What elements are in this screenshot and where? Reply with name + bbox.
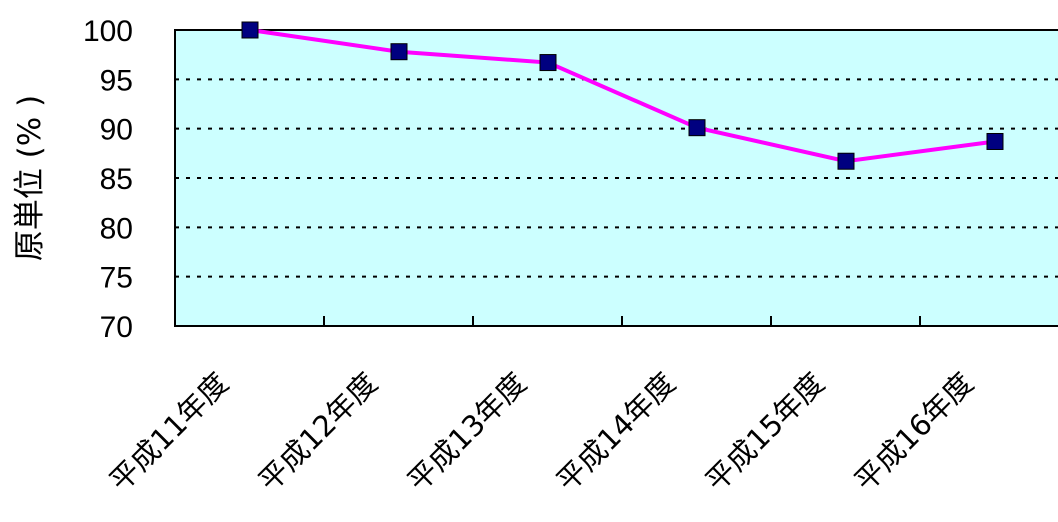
y-tick-label: 75 <box>100 262 133 295</box>
y-tick-label: 80 <box>100 212 133 245</box>
data-point-marker <box>539 54 557 72</box>
x-tick-label: 平成16年度 <box>848 366 980 498</box>
data-point-marker <box>688 119 706 137</box>
x-axis-tick-labels: 平成11年度 平成12年度 平成13年度 平成14年度 平成15年度 平成16年度 <box>103 366 980 498</box>
data-point-marker <box>241 21 259 39</box>
y-axis-label: 原単位 (% ) <box>12 95 48 261</box>
data-point-marker <box>986 132 1004 150</box>
x-axis-ticks <box>323 316 921 326</box>
series-line <box>249 28 996 164</box>
x-tick-label: 平成15年度 <box>699 366 831 498</box>
x-tick-label: 平成13年度 <box>401 366 533 498</box>
x-tick-label: 平成11年度 <box>103 366 235 498</box>
y-tick-label: 100 <box>83 15 133 48</box>
grid-lines <box>175 29 1058 327</box>
data-markers <box>241 21 1004 170</box>
y-axis-tick-labels: 100 95 90 85 80 75 70 <box>83 15 133 344</box>
data-point-marker <box>837 152 855 170</box>
y-tick-label: 95 <box>100 64 133 97</box>
y-tick-label: 85 <box>100 163 133 196</box>
y-tick-label: 90 <box>100 114 133 147</box>
y-tick-label: 70 <box>100 311 133 344</box>
data-point-marker <box>390 43 408 61</box>
x-tick-label: 平成12年度 <box>252 366 384 498</box>
x-tick-label: 平成14年度 <box>550 366 682 498</box>
